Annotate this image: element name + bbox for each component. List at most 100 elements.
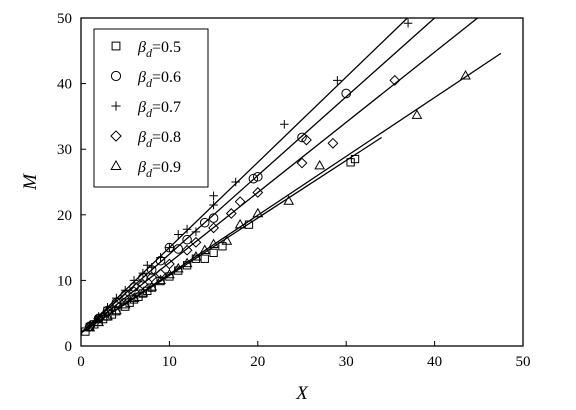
y-tick-label: 50 bbox=[57, 11, 72, 27]
legend-marker bbox=[110, 70, 122, 82]
data-point bbox=[252, 171, 263, 182]
data-point bbox=[93, 316, 105, 327]
legend-box bbox=[93, 28, 209, 188]
data-point bbox=[147, 262, 157, 272]
x-tick-label: 10 bbox=[162, 354, 177, 370]
fit-line bbox=[80, 52, 502, 334]
data-point bbox=[221, 235, 233, 245]
data-point bbox=[172, 262, 184, 273]
data-point bbox=[403, 18, 413, 28]
legend-item: βd=0.7 bbox=[111, 99, 181, 120]
data-point bbox=[209, 200, 218, 210]
data-point bbox=[297, 132, 307, 143]
data-point bbox=[173, 230, 183, 239]
data-point bbox=[234, 218, 246, 229]
data-point bbox=[283, 195, 295, 205]
data-point bbox=[190, 236, 202, 248]
y-tick-label: 0 bbox=[65, 339, 73, 355]
data-point bbox=[102, 310, 113, 321]
legend-item: βd=0.8 bbox=[110, 129, 181, 150]
data-point bbox=[209, 248, 218, 258]
data-point bbox=[120, 285, 130, 295]
data-point bbox=[156, 276, 165, 286]
data-point bbox=[314, 159, 326, 170]
legend-label: βd=0.7 bbox=[137, 99, 181, 120]
data-point bbox=[327, 137, 339, 149]
data-point bbox=[181, 257, 193, 268]
data-point bbox=[208, 238, 219, 249]
y-tick-label: 30 bbox=[57, 142, 72, 158]
x-tick-label: 40 bbox=[427, 354, 442, 370]
data-point bbox=[164, 268, 175, 279]
data-point bbox=[191, 227, 201, 237]
data-point bbox=[129, 276, 139, 285]
data-point bbox=[138, 268, 148, 278]
legend-item: βd=0.6 bbox=[110, 69, 181, 90]
data-point bbox=[389, 74, 401, 86]
axes: 0 10 20 30 40 50 0 10 20 30 40 50 bbox=[57, 11, 531, 370]
x-tick-label: 30 bbox=[339, 354, 354, 370]
data-point bbox=[248, 173, 259, 184]
y-tick-label: 10 bbox=[57, 273, 72, 289]
data-point bbox=[165, 243, 174, 252]
data-point bbox=[84, 321, 96, 332]
data-point bbox=[128, 292, 140, 302]
fit-line bbox=[80, 17, 436, 334]
x-axis-title: X bbox=[295, 383, 309, 404]
legend-marker bbox=[111, 41, 121, 51]
data-point bbox=[156, 253, 165, 262]
legend-label: βd=0.6 bbox=[137, 69, 181, 90]
legend-label: βd=0.9 bbox=[137, 159, 181, 180]
y-tick-label: 40 bbox=[57, 77, 72, 93]
data-point bbox=[173, 244, 184, 254]
data-point bbox=[182, 224, 192, 234]
data-point bbox=[411, 109, 423, 119]
y-axis-title: M bbox=[20, 173, 41, 191]
data-point bbox=[199, 217, 210, 228]
data-point bbox=[333, 76, 342, 85]
data-point bbox=[190, 251, 202, 261]
data-point bbox=[300, 134, 312, 146]
legend-marker bbox=[111, 101, 121, 111]
data-point bbox=[128, 286, 140, 297]
data-point bbox=[252, 187, 264, 198]
data-point bbox=[234, 196, 246, 208]
data-point bbox=[181, 244, 193, 256]
data-point bbox=[225, 208, 237, 219]
legend-label: βd=0.8 bbox=[137, 129, 181, 150]
data-point bbox=[280, 119, 289, 129]
data-point bbox=[252, 207, 264, 218]
legend-marker bbox=[110, 159, 122, 170]
data-point bbox=[218, 242, 227, 251]
series-5 bbox=[80, 52, 502, 334]
data-point bbox=[182, 234, 192, 245]
data-point bbox=[350, 154, 360, 164]
x-tick-label: 20 bbox=[250, 354, 265, 370]
data-point bbox=[208, 222, 220, 234]
legend-item: βd=0.9 bbox=[110, 159, 181, 180]
plot-frame bbox=[80, 17, 524, 347]
fit-line bbox=[80, 17, 478, 334]
data-point bbox=[200, 254, 209, 263]
legend-label: βd=0.5 bbox=[137, 39, 181, 60]
data-point bbox=[208, 213, 219, 223]
data-point bbox=[93, 313, 105, 324]
data-point bbox=[199, 244, 211, 254]
data-point bbox=[119, 298, 131, 309]
data-point bbox=[296, 157, 308, 169]
data-point bbox=[143, 261, 152, 270]
data-point bbox=[155, 274, 166, 285]
legend: βd=0.5 βd=0.6 βd=0.7 βd=0.8 βd=0.9 bbox=[93, 28, 209, 188]
x-tick-label: 0 bbox=[77, 354, 85, 370]
legend-item: βd=0.5 bbox=[111, 39, 181, 60]
series-3 bbox=[80, 17, 413, 334]
legend-marker bbox=[110, 130, 122, 142]
data-point bbox=[231, 177, 240, 187]
data-point bbox=[155, 268, 166, 280]
data-point bbox=[102, 307, 113, 318]
y-tick-label: 20 bbox=[57, 208, 72, 224]
data-point bbox=[460, 69, 471, 80]
data-point bbox=[209, 191, 218, 201]
x-tick-label: 50 bbox=[516, 354, 531, 370]
